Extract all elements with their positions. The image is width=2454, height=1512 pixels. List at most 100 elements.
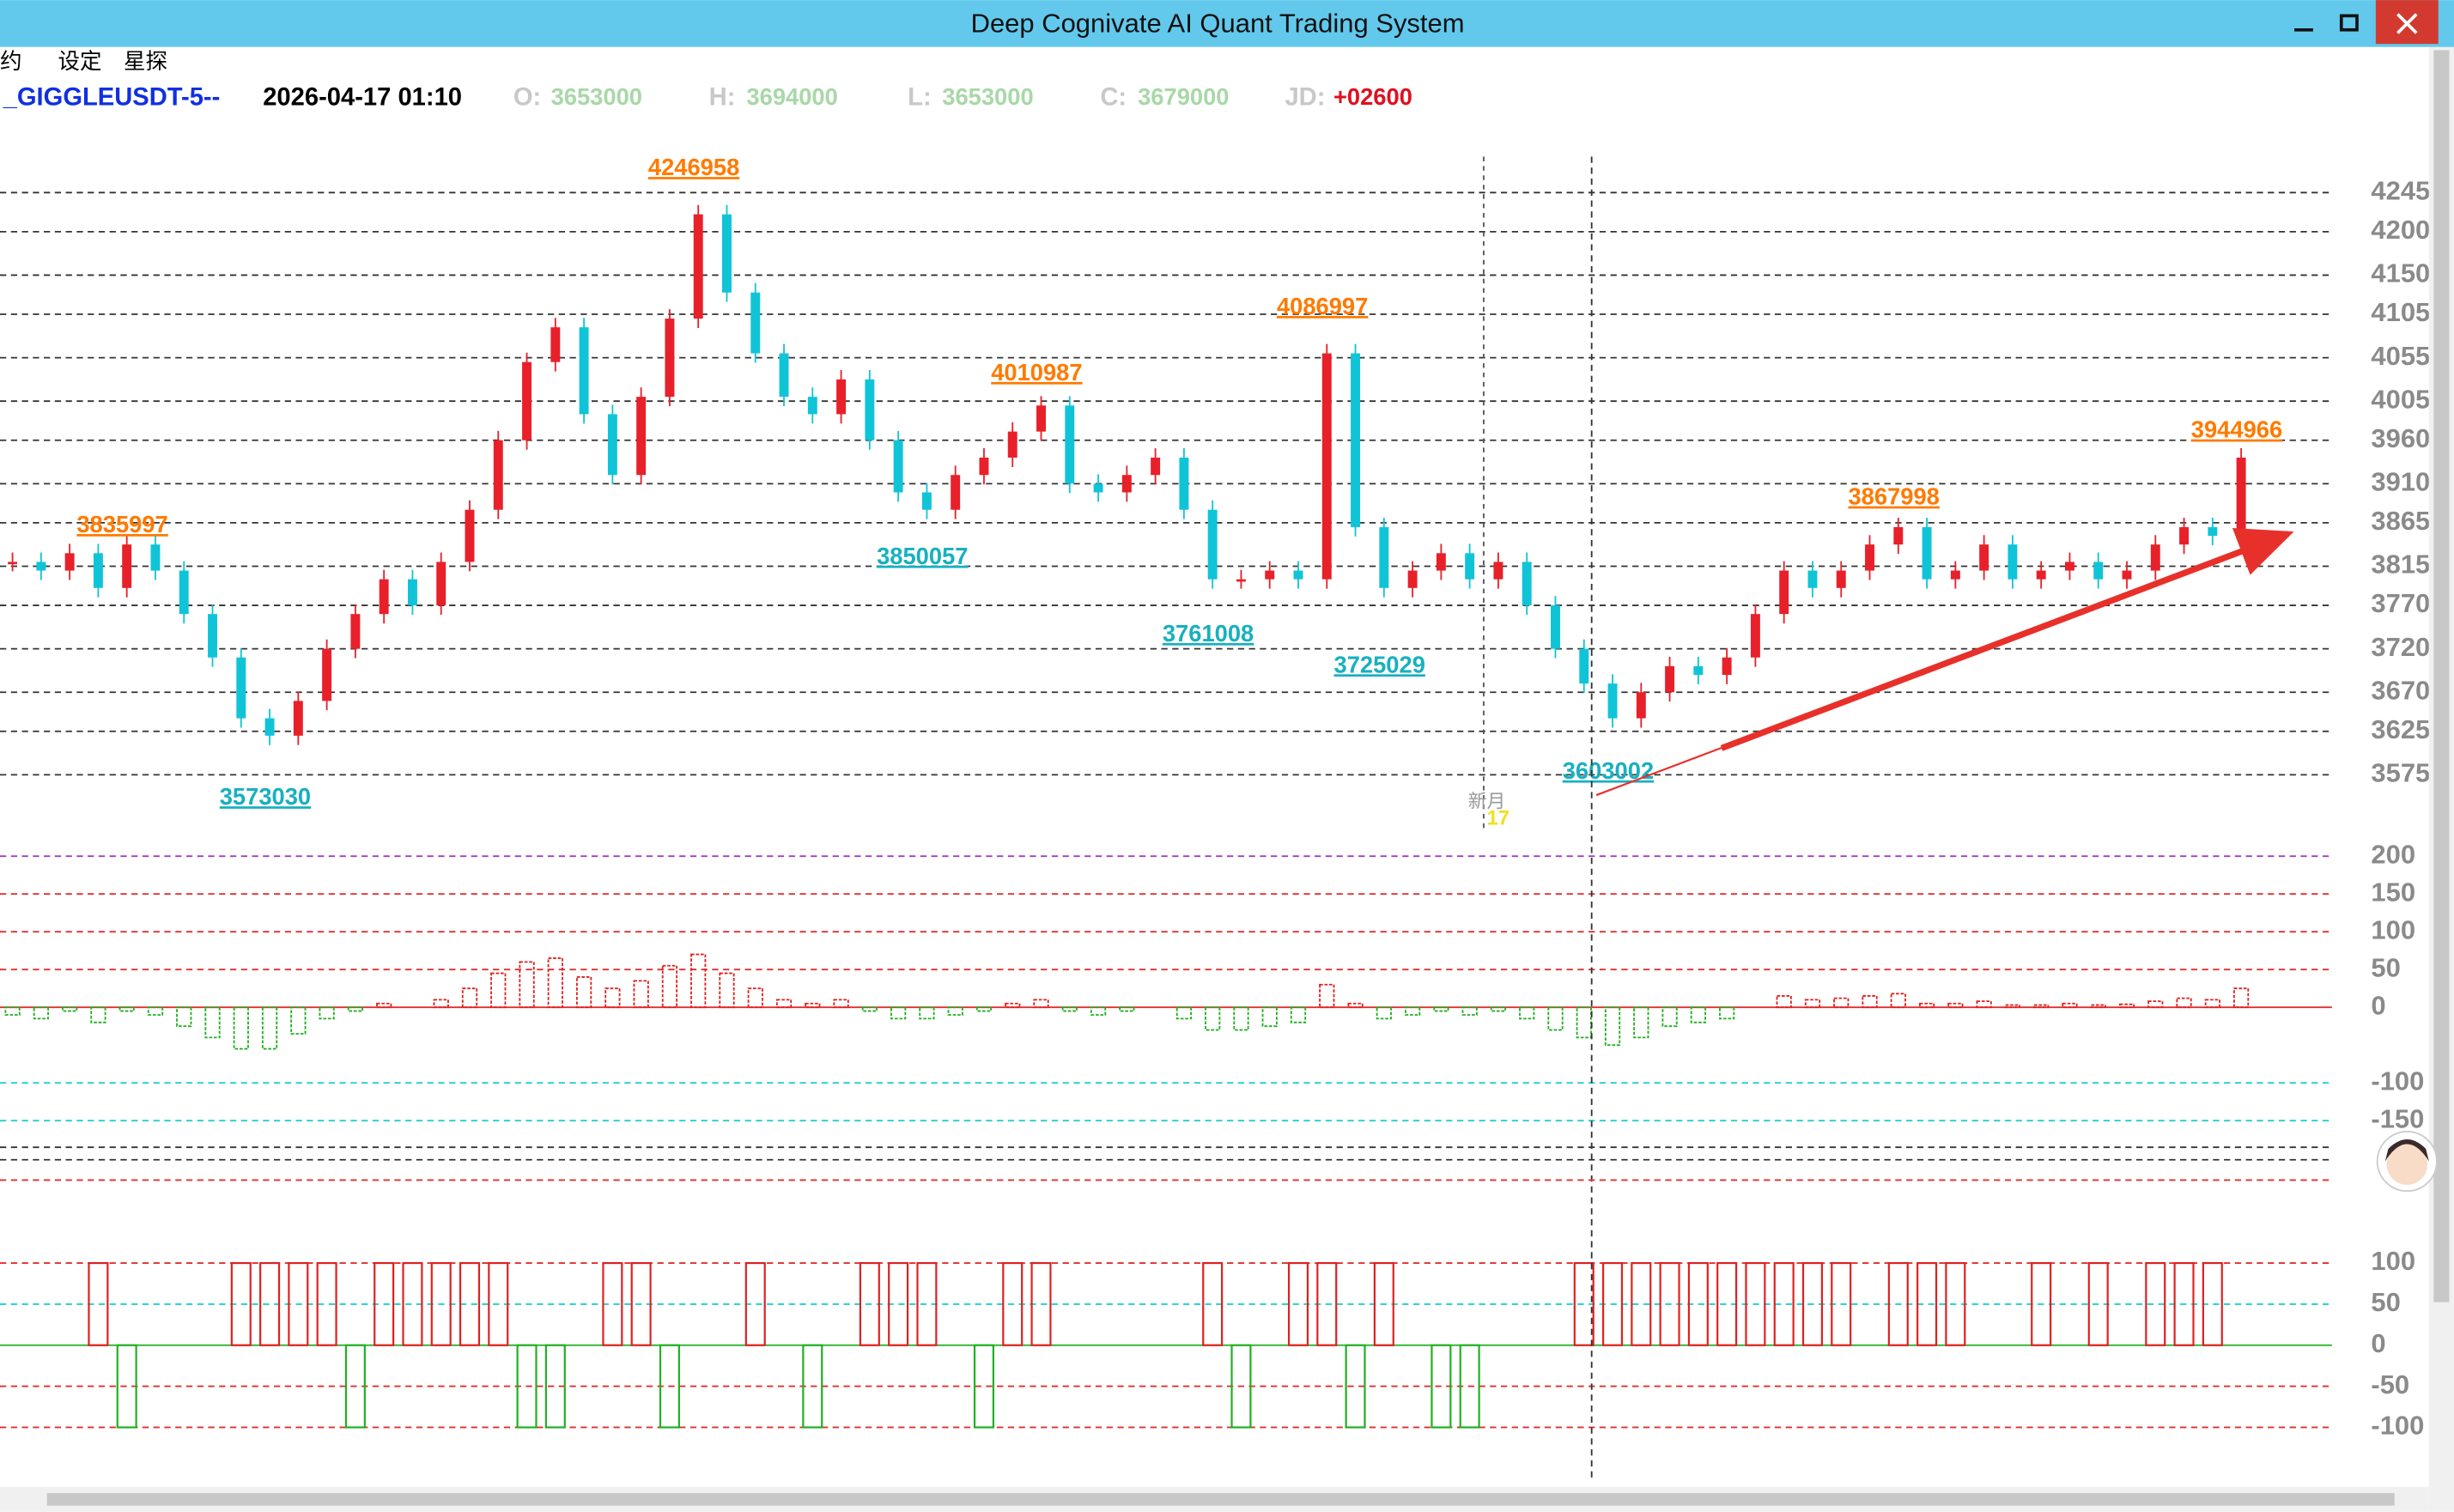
bar [290, 1006, 307, 1035]
bar [1887, 1261, 1909, 1346]
bar [1976, 1000, 1992, 1009]
bar [2204, 999, 2220, 1009]
bar [1745, 1261, 1766, 1346]
candle [1922, 526, 1932, 580]
bar [519, 961, 535, 1009]
bar [630, 1261, 652, 1346]
bar [1319, 983, 1335, 1009]
candle [2036, 570, 2046, 580]
bar [575, 976, 592, 1009]
bar [288, 1261, 309, 1346]
candle [1750, 614, 1760, 658]
bar [1631, 1261, 1652, 1346]
candle [1493, 562, 1503, 580]
field-value: 3653000 [942, 83, 1033, 110]
bar [1290, 1006, 1307, 1023]
scroll-thumb[interactable] [2433, 50, 2450, 1303]
candle [379, 579, 389, 615]
candle [1807, 570, 1818, 588]
candle [636, 397, 647, 476]
bar [1690, 1006, 1706, 1023]
candle [550, 327, 561, 362]
bar [1945, 1261, 1966, 1346]
bar [1033, 999, 1049, 1009]
bar [344, 1344, 366, 1429]
y-tick-label: 200 [2371, 839, 2415, 869]
y-tick-label: -100 [2371, 1411, 2424, 1441]
candle [1836, 570, 1846, 588]
field-key: C: [1100, 84, 1127, 112]
candle [208, 614, 217, 658]
bar [374, 1261, 395, 1346]
candle [722, 214, 732, 293]
bar [1604, 1006, 1621, 1047]
bar [1916, 1261, 1938, 1346]
bar [661, 964, 678, 1009]
candle [1379, 526, 1389, 588]
candle [2064, 562, 2074, 571]
bar [1890, 993, 1906, 1009]
price-annotation: 3725029 [1334, 651, 1425, 677]
candle [1779, 570, 1789, 615]
price-annotation: 3603002 [1563, 757, 1654, 784]
window-controls[interactable] [2281, 0, 2439, 45]
bar [947, 1006, 963, 1016]
field-key: L: [908, 84, 932, 112]
y-tick-label: 3770000 [2371, 588, 2454, 618]
candle [236, 657, 246, 719]
bar [204, 1006, 221, 1039]
minimize-button[interactable] [2281, 6, 2326, 41]
bar [2145, 1261, 2166, 1346]
restore-button[interactable] [2329, 6, 2373, 41]
menu-item[interactable]: 星探 [124, 50, 167, 74]
candle [64, 553, 75, 571]
bar [547, 957, 563, 1009]
bar [1719, 1006, 1735, 1020]
assistant-avatar[interactable] [2376, 1131, 2438, 1193]
candle [1979, 544, 1989, 571]
candle [522, 361, 532, 440]
bar [1831, 1261, 1852, 1346]
bar [1461, 1006, 1478, 1016]
bar [33, 1006, 49, 1020]
candle [2236, 457, 2246, 537]
bar [802, 1344, 823, 1429]
bar [2173, 1261, 2195, 1346]
bar [1801, 1261, 1824, 1346]
bar [975, 1006, 993, 1012]
candle [921, 492, 932, 510]
candle [264, 718, 275, 736]
restore-icon [2339, 14, 2359, 32]
candle [1236, 579, 1246, 582]
menu-bar [0, 46, 2429, 76]
candle [1351, 353, 1361, 527]
price-annotation: 3944966 [2191, 416, 2282, 443]
candle [807, 397, 817, 415]
candle [1321, 353, 1332, 580]
candle [750, 292, 761, 354]
bar [833, 999, 849, 1009]
bar [1030, 1261, 1052, 1346]
bar [1773, 1261, 1795, 1346]
menu-item[interactable]: 合约 [0, 50, 21, 74]
bar [118, 1006, 135, 1012]
bar [402, 1261, 423, 1346]
bar [1175, 1006, 1193, 1020]
bar [1202, 1261, 1224, 1346]
candle [1636, 692, 1646, 719]
price-annotation: 4246958 [648, 154, 739, 180]
scroll-thumb[interactable] [46, 1492, 2395, 1506]
candle [2093, 562, 2104, 580]
candle [579, 327, 589, 415]
menu-item[interactable]: 设定 [58, 50, 101, 74]
candle [436, 562, 446, 606]
bar [2176, 997, 2192, 1009]
candle [2208, 526, 2218, 537]
bar [1433, 1006, 1449, 1012]
bar [1316, 1261, 1338, 1346]
bar [888, 1261, 909, 1346]
y-tick-label: 4150000 [2371, 258, 2454, 288]
bar [1459, 1344, 1480, 1429]
bar [316, 1261, 337, 1346]
candle [8, 562, 18, 565]
